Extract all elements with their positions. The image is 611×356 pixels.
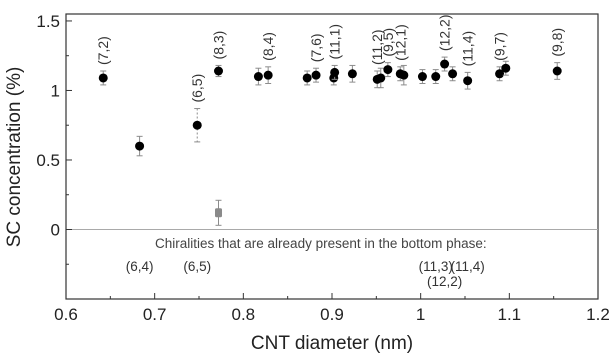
bottom-phase-label: (11,3): [419, 259, 453, 274]
point-label: (11,4): [460, 31, 476, 67]
point-label: (12,1): [392, 24, 408, 61]
data-point: [192, 120, 202, 130]
data-point: [98, 73, 108, 83]
x-tick-label: 1.2: [586, 305, 610, 324]
data-point: [417, 72, 427, 82]
data-point: [448, 69, 458, 79]
y-tick-label: 1.5: [36, 12, 60, 31]
x-tick-label: 0.6: [54, 305, 78, 324]
point-label: (9,7): [492, 32, 508, 61]
point-label: (8,3): [211, 31, 227, 60]
point-label: (12,2): [437, 15, 453, 52]
point-label: (6,5): [189, 74, 205, 103]
point-label: (7,6): [308, 33, 324, 62]
data-point: [253, 72, 263, 82]
x-tick-label: 0.9: [320, 305, 344, 324]
bottom-phase-label: (12,2): [427, 274, 462, 289]
data-point: [311, 70, 321, 80]
data-point: [263, 70, 273, 80]
data-point: [399, 70, 409, 80]
data-point: [501, 63, 511, 73]
x-tick-label: 0.8: [232, 305, 256, 324]
data-point: [376, 73, 386, 83]
data-point: [347, 69, 357, 79]
y-tick-label: 1: [51, 81, 60, 100]
bottom-phase-annotation: Chiralities that are already present in …: [155, 236, 487, 251]
bottom-phase-point: [215, 208, 223, 218]
data-point: [552, 66, 562, 76]
data-point: [330, 67, 340, 77]
point-label: (11,1): [327, 24, 343, 60]
y-tick-label: 0: [51, 220, 60, 239]
data-point: [463, 76, 473, 86]
point-label: (9,8): [549, 28, 565, 57]
point-label: (11,2): [369, 29, 385, 65]
point-label: (9,5): [380, 28, 396, 57]
bottom-phase-label: (6,4): [126, 259, 154, 274]
x-axis-label: CNT diameter (nm): [251, 333, 413, 354]
bottom-phase-label: (11,4): [451, 259, 485, 274]
x-tick-label: 1: [416, 305, 425, 324]
y-tick-label: 0.5: [36, 151, 60, 170]
data-point: [135, 141, 145, 151]
data-point: [302, 73, 312, 83]
x-tick-label: 0.7: [143, 305, 167, 324]
point-label: (8,4): [260, 32, 276, 61]
point-label: (7,2): [95, 36, 111, 65]
data-point: [431, 72, 441, 82]
data-point: [383, 65, 393, 75]
data-point: [495, 69, 505, 79]
data-point: [214, 66, 224, 76]
bottom-phase-label: (6,5): [183, 259, 211, 274]
y-axis-label: SC concentration (%): [4, 67, 25, 248]
data-point: [440, 59, 450, 69]
x-tick-label: 1.1: [498, 305, 522, 324]
